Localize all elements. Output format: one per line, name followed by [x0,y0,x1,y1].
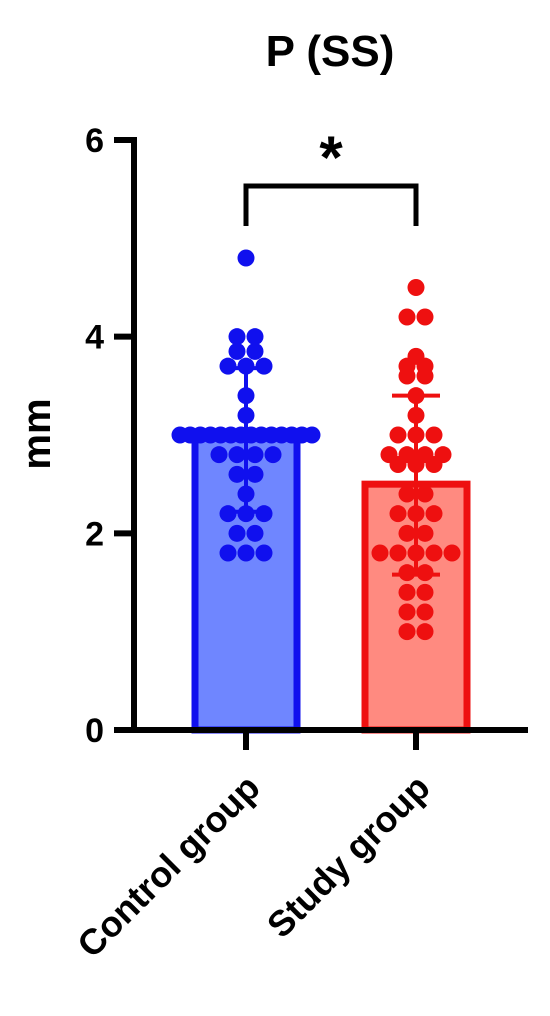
y-tick-label: 4 [85,319,104,357]
data-point [425,544,443,562]
data-point [389,505,407,523]
chart-title: P (SS) [266,27,395,76]
data-point [264,446,282,464]
data-point [398,623,416,641]
data-point [246,328,264,346]
data-point [237,544,255,562]
data-point [219,544,237,562]
data-point [416,603,434,621]
data-point [371,544,389,562]
data-point [303,426,321,444]
x-tick-label: Study group [259,767,438,946]
y-tick-label: 2 [85,515,104,553]
data-point [389,456,407,473]
significance-annotation: * [243,124,419,226]
data-point [398,583,416,601]
data-point [246,465,264,483]
error-bars [222,366,440,577]
data-point [210,446,228,464]
data-point [389,544,407,562]
significance-bracket [243,183,419,226]
data-point [425,505,443,523]
data-point [398,485,416,503]
data-point [228,524,246,542]
data-point [416,583,434,601]
data-point [246,446,264,464]
data-point [407,279,425,296]
data-point [398,524,416,542]
data-point [246,342,264,360]
data-point [416,623,434,641]
data-point [416,524,434,542]
y-tick-label: 0 [85,712,104,750]
data-point [443,544,461,562]
data-point [246,524,264,542]
data-point [228,465,246,483]
y-axis-label: mm [15,398,59,469]
data-point [398,367,416,385]
data-point [228,342,246,360]
y-tick-label: 6 [85,122,104,160]
data-point [416,308,434,326]
data-point [398,308,416,326]
data-point [389,426,407,444]
significance-label: * [319,124,343,191]
data-point [416,485,434,503]
data-point [416,367,434,385]
data-points [171,249,461,641]
data-point [255,544,273,562]
data-point [228,446,246,464]
data-point [425,426,443,444]
data-point [398,603,416,621]
data-point [237,249,255,267]
x-tick-label: Control group [69,767,268,966]
data-point [425,456,443,473]
data-point [228,328,246,346]
